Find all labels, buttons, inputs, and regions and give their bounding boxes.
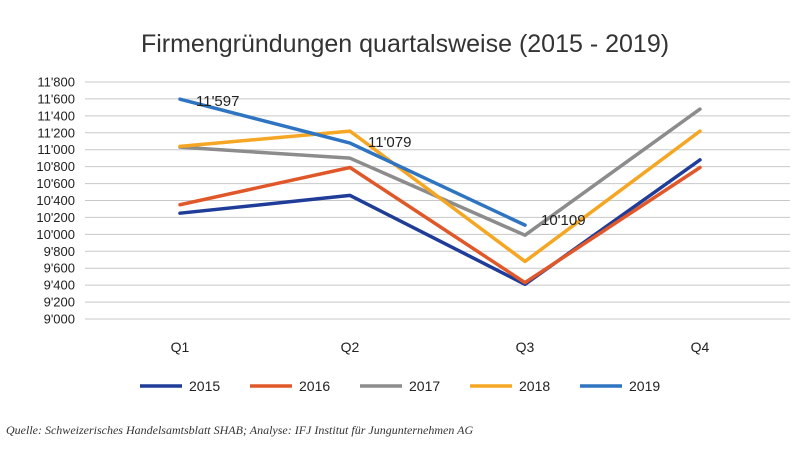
y-tick-label: 11'800: [37, 75, 75, 90]
data-label: 11'079: [368, 134, 411, 151]
x-axis-ticks: Q1 Q2 Q3 Q4: [171, 339, 710, 355]
data-label: 10'109: [541, 212, 586, 229]
legend-label: 2015: [189, 378, 220, 394]
series-line-2016: [178, 165, 702, 285]
y-tick-label: 11'200: [37, 125, 75, 140]
legend-label: 2016: [299, 378, 330, 394]
y-tick-label: 11'600: [37, 91, 75, 106]
data-label: 11'597: [196, 93, 239, 110]
y-tick-label: 10'200: [36, 210, 75, 225]
data-annotations: 11'597 11'079 10'109: [196, 93, 586, 229]
series-line-2015: [178, 158, 702, 287]
y-tick-label: 10'600: [36, 176, 75, 191]
legend-label: 2018: [519, 378, 550, 394]
y-tick-label: 9'200: [44, 295, 75, 310]
y-tick-label: 9'000: [44, 312, 75, 327]
y-tick-label: 11'000: [37, 142, 75, 157]
source-note: Quelle: Schweizerisches Handelsamtsblatt…: [6, 423, 474, 437]
y-tick-label: 9'800: [44, 244, 75, 259]
y-tick-label: 9'600: [44, 261, 75, 276]
x-tick-label: Q3: [516, 339, 535, 355]
series-line-2019: [178, 97, 527, 227]
legend-label: 2019: [629, 378, 660, 394]
y-tick-label: 11'400: [37, 108, 75, 123]
y-tick-label: 10'400: [36, 193, 75, 208]
y-tick-label: 10'000: [36, 227, 75, 242]
gridlines: [85, 81, 790, 320]
legend: 2015 2016 2017 2018 2019: [140, 378, 660, 394]
x-tick-label: Q1: [171, 339, 190, 355]
legend-label: 2017: [409, 378, 440, 394]
y-axis-ticks: 9'000 9'200 9'400 9'600 9'800 10'000 10'200 10'…: [36, 75, 75, 327]
series-lines: [178, 97, 702, 287]
x-tick-label: Q4: [691, 339, 710, 355]
x-tick-label: Q2: [341, 339, 360, 355]
chart-title: Firmengründungen quartalsweise (2015 - 2…: [141, 30, 669, 58]
y-tick-label: 10'800: [36, 159, 75, 174]
y-tick-label: 9'400: [44, 278, 75, 293]
series-line-2018: [178, 129, 702, 264]
